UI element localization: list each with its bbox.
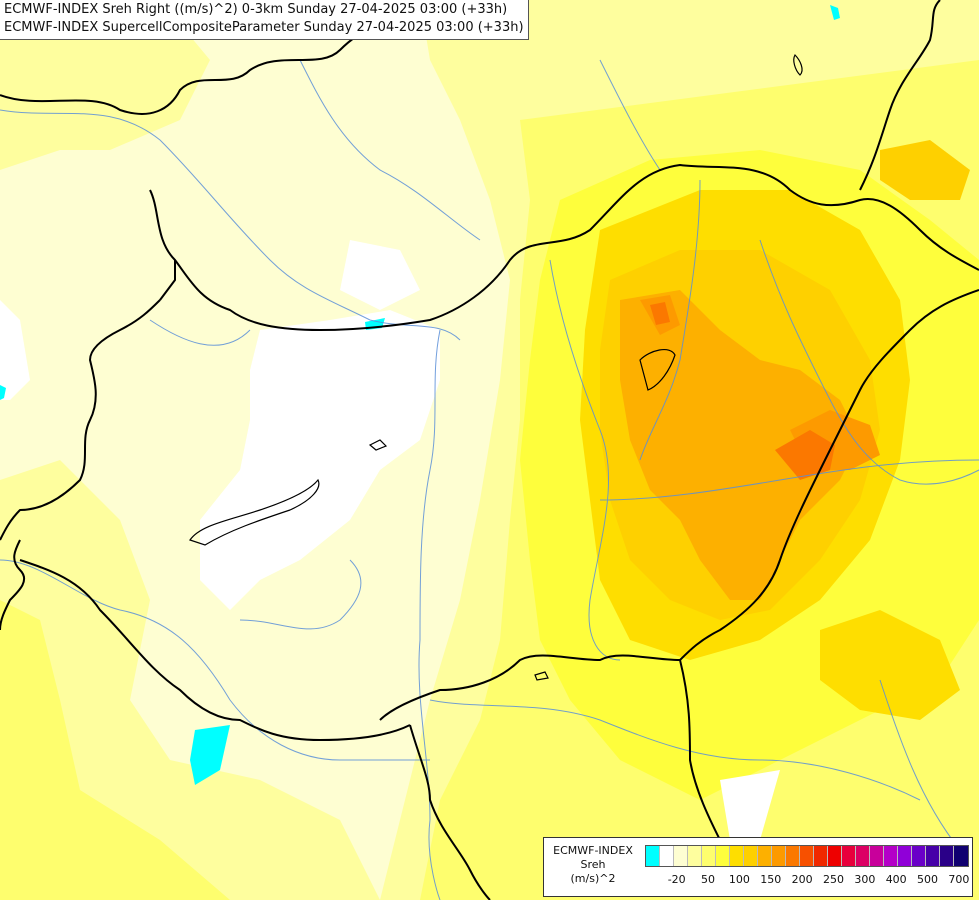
legend-swatch bbox=[744, 846, 758, 866]
legend-swatch bbox=[842, 846, 856, 866]
legend-swatch bbox=[912, 846, 926, 866]
legend-swatch bbox=[758, 846, 772, 866]
legend-swatch bbox=[660, 846, 674, 866]
legend-swatch bbox=[688, 846, 702, 866]
legend-tick-label: 700 bbox=[948, 873, 970, 886]
legend-title-line-3: (m/s)^2 bbox=[570, 872, 616, 885]
field-level-350 bbox=[620, 290, 860, 600]
lakes bbox=[189, 54, 803, 681]
field-level-450 bbox=[650, 302, 835, 480]
legend-title-line-1: ECMWF-INDEX bbox=[553, 844, 633, 857]
legend-swatch bbox=[702, 846, 716, 866]
legend-swatch bbox=[940, 846, 954, 866]
legend-tick-labels: -20 50 100 150 200 250 300 400 500 700 bbox=[645, 873, 970, 889]
legend-swatch bbox=[954, 846, 968, 866]
legend-swatch bbox=[674, 846, 688, 866]
legend-swatch bbox=[898, 846, 912, 866]
legend-tick-label: 100 bbox=[728, 873, 750, 886]
legend-tick-label: 250 bbox=[822, 873, 844, 886]
legend-tick-label: -20 bbox=[667, 873, 686, 886]
legend-swatch bbox=[730, 846, 744, 866]
lake-balaton-outline bbox=[189, 478, 320, 546]
legend-swatch bbox=[828, 846, 842, 866]
legend-swatch bbox=[870, 846, 884, 866]
map-title-line-2: ECMWF-INDEX SupercellCompositeParameter … bbox=[4, 20, 524, 35]
legend-title: ECMWF-INDEX Sreh (m/s)^2 bbox=[544, 844, 642, 886]
field-level-0 bbox=[0, 240, 780, 840]
legend-swatch bbox=[814, 846, 828, 866]
legend-swatch bbox=[772, 846, 786, 866]
legend-tick-label: 150 bbox=[760, 873, 782, 886]
legend-swatch bbox=[786, 846, 800, 866]
legend-title-line-2: Sreh bbox=[580, 858, 606, 871]
legend-swatch bbox=[646, 846, 660, 866]
legend-tick-label: 50 bbox=[701, 873, 716, 886]
legend-swatch bbox=[926, 846, 940, 866]
map-title-box: ECMWF-INDEX Sreh Right ((m/s)^2) 0-3km S… bbox=[0, 0, 529, 40]
legend-color-scale bbox=[645, 845, 969, 867]
legend-swatch bbox=[856, 846, 870, 866]
legend-swatch bbox=[884, 846, 898, 866]
map-title-line-1: ECMWF-INDEX Sreh Right ((m/s)^2) 0-3km S… bbox=[4, 2, 508, 17]
legend-swatch bbox=[716, 846, 730, 866]
legend-tick-label: 300 bbox=[854, 873, 876, 886]
legend-tick-label: 500 bbox=[917, 873, 939, 886]
legend-tick-label: 400 bbox=[885, 873, 907, 886]
color-legend: ECMWF-INDEX Sreh (m/s)^2 -20 50 100 150 200 2… bbox=[543, 837, 973, 897]
legend-tick-label: 200 bbox=[791, 873, 813, 886]
legend-swatch bbox=[800, 846, 814, 866]
